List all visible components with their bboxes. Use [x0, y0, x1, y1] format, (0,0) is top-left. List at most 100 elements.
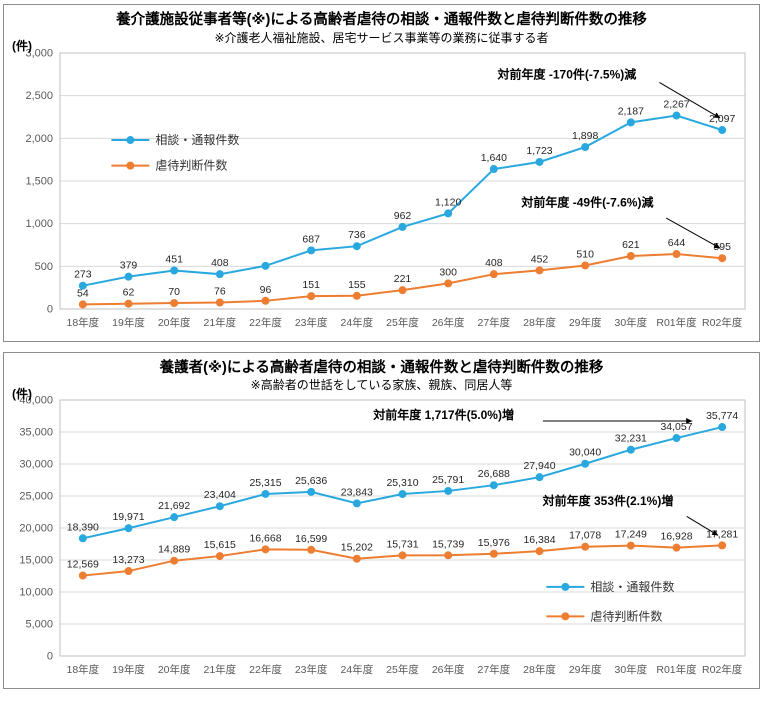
facility-staff-abuse-chart-panel: 養介護施設従事者等(※)による高齢者虐待の相談・通報件数と虐待判断件数の推移 ※…: [3, 4, 760, 342]
data-point-marker: [718, 423, 726, 431]
y-axis-tick-label: 25,000: [19, 491, 53, 503]
x-axis-tick-label: 26年度: [432, 316, 465, 329]
data-point-marker: [262, 546, 270, 554]
data-label: 35,774: [706, 410, 738, 422]
y-axis-unit-label: (件): [12, 385, 32, 402]
data-point-marker: [125, 567, 133, 575]
data-label: 14,889: [158, 544, 190, 556]
data-label: 151: [302, 279, 320, 291]
x-axis-tick-label: 21年度: [203, 663, 236, 676]
y-axis-tick-label: 2,000: [25, 132, 53, 144]
data-point-marker: [399, 286, 407, 294]
data-point-marker: [216, 298, 224, 306]
x-axis-tick-label: 26年度: [432, 663, 465, 676]
data-point-marker: [673, 434, 681, 442]
data-label: 1,898: [572, 130, 598, 142]
data-label: 736: [348, 229, 366, 241]
data-label: 687: [302, 233, 320, 245]
data-point-marker: [170, 266, 178, 274]
y-axis-tick-label: 10,000: [19, 587, 53, 599]
data-point-marker: [718, 542, 726, 550]
annotation-text: 対前年度 -49件(-7.6%)減: [520, 194, 653, 209]
data-point-marker: [170, 557, 178, 565]
y-axis-tick-label: 5,000: [25, 619, 53, 631]
data-point-marker: [444, 209, 452, 217]
data-point-marker: [673, 250, 681, 258]
data-point-marker: [536, 547, 544, 555]
data-label: 408: [211, 257, 229, 269]
data-point-marker: [353, 291, 361, 299]
y-axis-tick-label: 15,000: [19, 555, 53, 567]
data-label: 15,739: [432, 539, 464, 551]
data-point-marker: [307, 292, 315, 300]
data-label: 12,569: [67, 559, 99, 571]
data-label: 34,057: [660, 421, 692, 433]
data-point-marker: [125, 299, 133, 307]
legend-marker: [126, 161, 134, 169]
data-point-marker: [444, 552, 452, 560]
data-label: 18,390: [67, 522, 99, 534]
data-point-marker: [307, 488, 315, 496]
data-label: 273: [74, 268, 92, 280]
data-point-marker: [581, 460, 589, 468]
data-point-marker: [673, 111, 681, 119]
x-axis-tick-label: 25年度: [386, 663, 419, 676]
data-label: 452: [531, 253, 549, 265]
data-label: 2,187: [618, 105, 644, 117]
data-label: 644: [668, 237, 686, 249]
data-point-marker: [307, 246, 315, 254]
data-point-marker: [490, 270, 498, 278]
data-point-marker: [627, 118, 635, 126]
data-point-marker: [170, 299, 178, 307]
x-axis-tick-label: 19年度: [112, 663, 145, 676]
data-label: 13,273: [112, 554, 144, 566]
x-axis-tick-label: 28年度: [523, 316, 556, 329]
x-axis-tick-label: 19年度: [112, 316, 145, 329]
y-axis-tick-label: 20,000: [19, 523, 53, 535]
legend-marker: [561, 613, 569, 621]
x-axis-tick-label: 25年度: [386, 316, 419, 329]
caregiver-abuse-chart-panel: 養護者(※)による高齢者虐待の相談・通報件数と虐待判断件数の推移 ※高齢者の世話…: [3, 352, 760, 690]
x-axis-tick-label: R02年度: [702, 316, 743, 329]
data-point-marker: [262, 490, 270, 498]
data-label: 16,668: [249, 533, 281, 545]
data-point-marker: [536, 473, 544, 481]
x-axis-tick-label: 22年度: [249, 663, 282, 676]
data-label: 54: [77, 287, 89, 299]
data-label: 32,231: [615, 433, 647, 445]
data-point-marker: [79, 300, 87, 308]
annotation-text: 対前年度 -170件(-7.5%)減: [497, 66, 637, 81]
data-point-marker: [353, 500, 361, 508]
x-axis-tick-label: 20年度: [158, 663, 191, 676]
legend-label: 相談・通報件数: [155, 132, 239, 147]
data-label: 15,731: [386, 539, 418, 551]
data-label: 26,688: [478, 468, 510, 480]
data-label: 16,599: [295, 533, 327, 545]
legend-label: 虐待判断件数: [155, 157, 227, 172]
data-label: 25,791: [432, 474, 464, 486]
data-point-marker: [216, 502, 224, 510]
data-label: 17,078: [569, 530, 601, 542]
data-point-marker: [125, 524, 133, 532]
annotation-text: 対前年度 1,717件(5.0%)増: [372, 407, 514, 422]
y-axis-unit-label: (件): [12, 37, 32, 54]
data-point-marker: [444, 279, 452, 287]
data-point-marker: [581, 261, 589, 269]
x-axis-tick-label: 18年度: [66, 316, 99, 329]
data-label: 221: [394, 273, 412, 285]
y-axis-tick-label: 500: [35, 260, 53, 272]
data-label: 15,615: [204, 539, 236, 551]
x-axis-tick-label: 20年度: [158, 316, 191, 329]
data-point-marker: [444, 487, 452, 495]
x-axis-tick-label: 18年度: [66, 663, 99, 676]
data-point-marker: [718, 254, 726, 262]
x-axis-tick-label: 22年度: [249, 316, 282, 329]
data-label: 300: [439, 266, 457, 278]
x-axis-tick-label: R02年度: [702, 663, 743, 676]
data-label: 62: [123, 286, 135, 298]
data-point-marker: [79, 535, 87, 543]
data-point-marker: [216, 552, 224, 560]
data-label: 1,640: [481, 152, 507, 164]
data-label: 408: [485, 257, 503, 269]
